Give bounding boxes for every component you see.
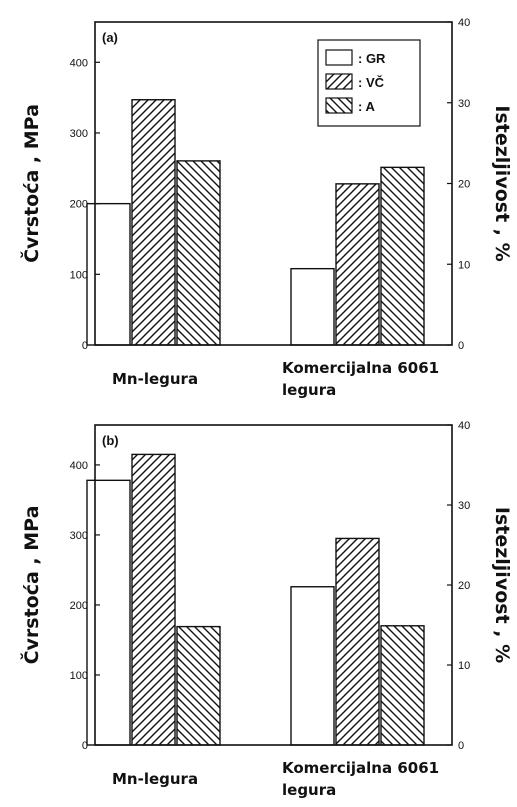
right-tick-label: 30 [458,500,470,512]
y-axis-right-title: Istezljivost , % [491,507,513,663]
bar-gr-mn-legura [86,202,131,346]
category-label-mn-legura: Mn-legura [112,370,198,388]
legend-swatch-gr [325,49,353,66]
left-tick-label: 300 [70,128,88,140]
legend-swatch-vc [325,73,353,90]
y-axis-right-title: Istezljivost , % [491,105,513,261]
bar-a-mn-legura [176,160,221,346]
left-tick-label: 100 [70,269,88,281]
bar-gr-mn-legura [86,479,131,746]
right-tick-label: 30 [458,98,470,110]
right-tick-label: 40 [458,420,470,432]
category-label-komercijalna-6061: Komercijalna 6061 [282,359,439,377]
panel-label: (a) [102,30,118,45]
legend-label-gr: : GR [358,51,386,66]
bar-gr-komercijalna-6061 [290,586,335,746]
right-tick-label: 10 [458,660,470,672]
bar-v-mn-legura [131,99,176,346]
legend-label-vc: : VČ [358,75,385,90]
panel-label: (b) [102,433,119,448]
legend-swatch-a [325,97,353,114]
left-tick-label: 0 [82,740,88,752]
left-tick-label: 0 [82,340,88,352]
right-tick-label: 40 [458,17,470,29]
chart-panel-a: 0 100 200 300 400 0 10 20 30 40 Čvrstoća , MPa Iste… [19,17,513,399]
y-axis-left-title: Čvrstoća , MPa [19,506,43,665]
right-tick-label: 0 [458,340,464,352]
left-tick-label: 400 [70,460,88,472]
bar-a-komercijalna-6061 [380,625,425,746]
right-tick-label: 20 [458,179,470,191]
bar-v-mn-legura [131,453,176,746]
left-tick-label: 300 [70,530,88,542]
right-tick-label: 10 [458,259,470,271]
right-tick-label: 20 [458,580,470,592]
left-tick-label: 200 [70,600,88,612]
bar-a-komercijalna-6061 [380,166,425,346]
bar-gr-komercijalna-6061 [290,267,335,346]
bar-a-mn-legura [176,625,221,746]
y-axis-left-title: Čvrstoća , MPa [19,104,43,263]
bar-v-komercijalna-6061 [335,537,380,746]
bar-v-komercijalna-6061 [335,183,380,346]
left-tick-label: 400 [70,57,88,69]
category-label-komercijalna-6061: Komercijalna 6061 [282,759,439,777]
category-label-legura: legura [282,381,336,399]
legend-label-a: : A [358,99,375,114]
chart-panel-b: 0 100 200 300 400 0 10 20 30 40 Čvrstoća , MPa Iste… [19,420,513,799]
category-label-mn-legura: Mn-legura [112,770,198,788]
category-label-legura: legura [282,781,336,799]
left-tick-label: 200 [70,199,88,211]
left-tick-label: 100 [70,670,88,682]
right-tick-label: 0 [458,740,464,752]
